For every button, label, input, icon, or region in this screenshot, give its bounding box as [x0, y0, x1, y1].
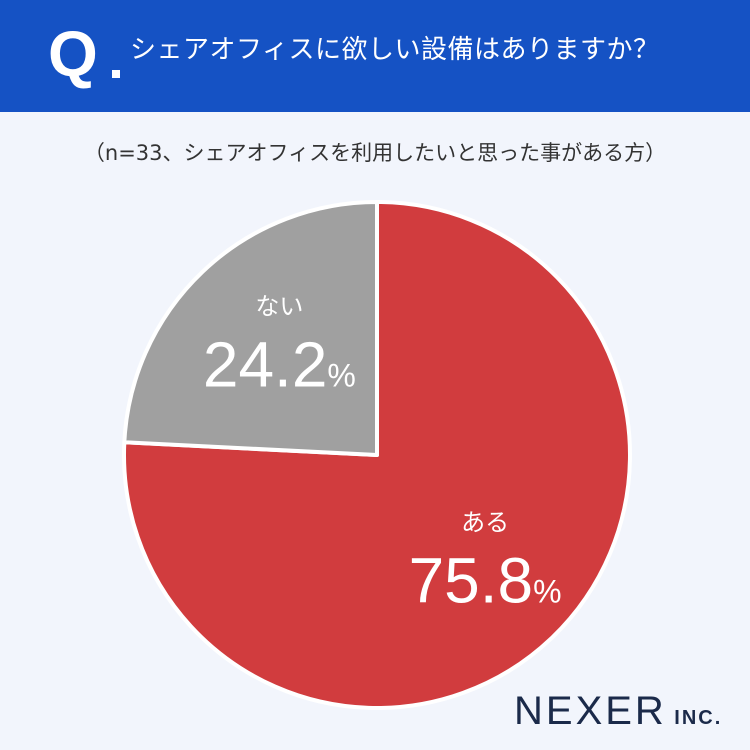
- slice-value-2: 24.2%: [203, 328, 356, 400]
- q-dot-icon: [112, 70, 120, 78]
- slice-label-2: ない: [255, 292, 303, 320]
- slice-value-number-2: 24.2: [203, 328, 328, 400]
- slice-value-number-1: 75.8: [409, 545, 534, 617]
- logo-main-text: NEXER: [514, 689, 667, 733]
- q-label: Q: [48, 18, 98, 90]
- question-title: シェアオフィスに欲しい設備はありますか？: [130, 35, 660, 65]
- logo-sub-text: INC.: [674, 707, 723, 729]
- slice-value-unit-1: %: [533, 574, 561, 610]
- sample-note: （n=33、シェアオフィスを利用したいと思った事がある方）: [83, 141, 667, 165]
- header-bar: Q シェアオフィスに欲しい設備はありますか？: [0, 0, 750, 112]
- pie-slice-2: [122, 200, 379, 457]
- slice-label-1: ある: [461, 509, 509, 537]
- slice-value-1: 75.8%: [409, 545, 562, 617]
- slice-value-unit-2: %: [327, 357, 355, 393]
- company-logo: NEXER INC.: [514, 688, 722, 734]
